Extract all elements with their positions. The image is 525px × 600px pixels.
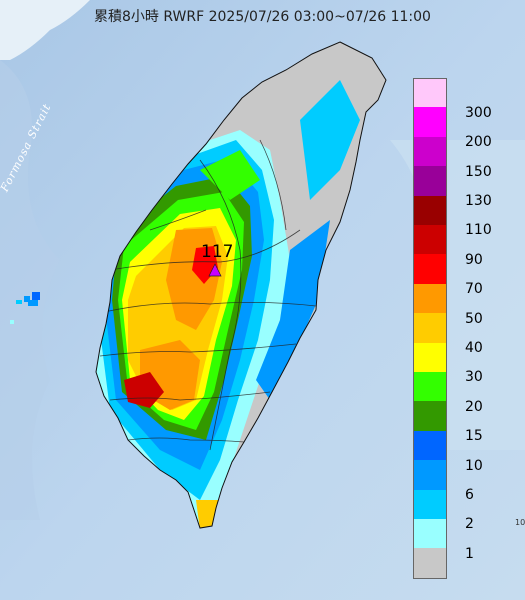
taiwan-island	[96, 42, 386, 528]
zone-northeast	[300, 80, 360, 200]
legend-label: 70	[465, 281, 483, 298]
coast-clouds	[0, 0, 90, 60]
legend-swatch	[413, 313, 447, 344]
legend-label: 200	[465, 134, 492, 151]
map-title: 累積8小時 RWRF 2025/07/26 03:00~07/26 11:00	[94, 9, 431, 25]
legend-label: 6	[465, 486, 474, 503]
legend-swatch	[413, 283, 447, 315]
edge-label: 10	[515, 518, 525, 527]
legend-label: 10	[465, 457, 483, 474]
zone-north-green	[200, 150, 260, 200]
legend-label: 130	[465, 192, 492, 209]
legend-swatch	[413, 136, 447, 168]
legend-swatch	[413, 342, 447, 373]
zone-east	[256, 220, 330, 400]
legend-swatch	[413, 548, 447, 579]
sea-shading-east	[390, 140, 525, 450]
penghu-islands	[10, 292, 40, 324]
legend-swatch	[413, 519, 447, 550]
legend-label: 50	[465, 310, 483, 327]
legend-label: 30	[465, 369, 483, 386]
legend-swatch	[413, 78, 447, 109]
zone-90	[124, 372, 164, 408]
legend-swatch	[413, 460, 447, 491]
max-rainfall-value: 117	[201, 242, 234, 262]
legend-swatch	[413, 489, 447, 520]
legend-swatch	[413, 107, 447, 138]
legend-label: 1	[465, 545, 474, 562]
legend-label: 110	[465, 222, 492, 239]
legend-label: 20	[465, 398, 483, 415]
max-rainfall-marker-icon	[208, 263, 222, 277]
sea-shading	[0, 60, 60, 520]
legend-swatch	[413, 372, 447, 403]
legend-swatch	[413, 225, 447, 256]
island-outline	[95, 41, 387, 529]
legend-label: 2	[465, 516, 474, 533]
legend-label: 90	[465, 251, 483, 268]
legend-swatch	[413, 401, 447, 432]
legend-label: 15	[465, 428, 483, 445]
legend-swatch	[413, 195, 447, 226]
legend-label: 300	[465, 104, 492, 121]
legend-label: 150	[465, 163, 492, 180]
legend-swatch	[413, 430, 447, 462]
legend-swatch	[413, 166, 447, 197]
legend-label: 40	[465, 339, 483, 356]
legend-swatch	[413, 254, 447, 285]
